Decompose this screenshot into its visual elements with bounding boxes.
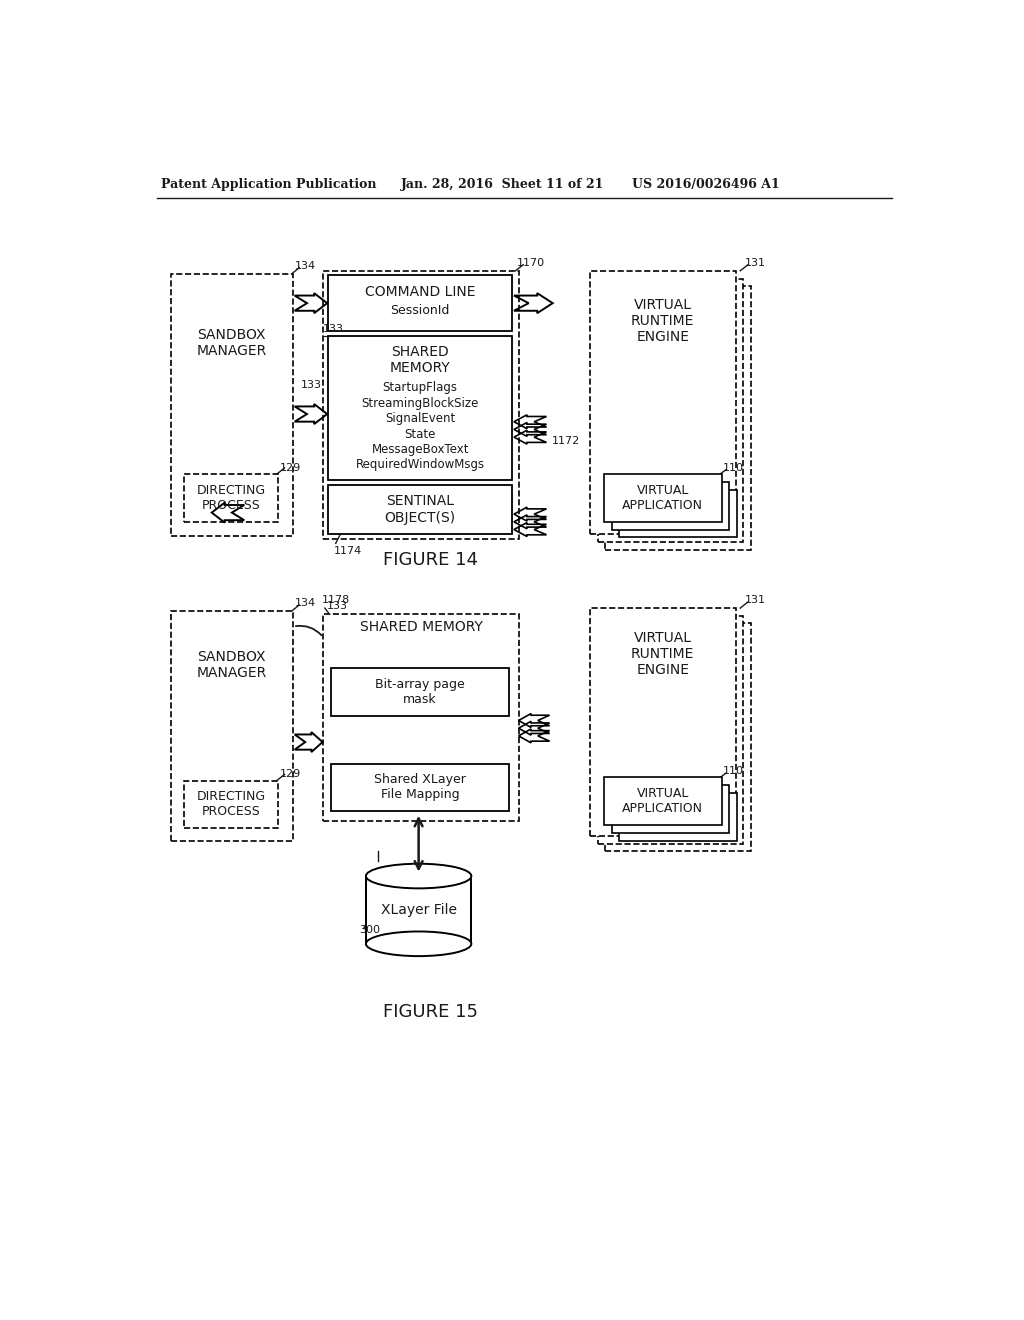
Text: SENTINAL
OBJECT(S): SENTINAL OBJECT(S) — [385, 495, 456, 524]
Text: FIGURE 14: FIGURE 14 — [383, 552, 478, 569]
Text: COMMAND LINE: COMMAND LINE — [365, 285, 475, 300]
Bar — [611, 785, 729, 833]
Bar — [620, 490, 737, 537]
Text: SHARED: SHARED — [391, 346, 450, 359]
Text: 110: 110 — [723, 766, 744, 776]
Bar — [590, 609, 735, 836]
Bar — [171, 611, 293, 841]
Text: Bit-array page
mask: Bit-array page mask — [376, 678, 465, 706]
Text: SessionId: SessionId — [390, 305, 450, 317]
Text: 1174: 1174 — [334, 546, 362, 557]
Bar — [598, 615, 743, 843]
Text: MessageBoxText: MessageBoxText — [372, 444, 469, 455]
Text: VIRTUAL
APPLICATION: VIRTUAL APPLICATION — [623, 484, 703, 512]
Bar — [324, 614, 518, 821]
Bar — [605, 623, 751, 851]
Text: 134: 134 — [295, 261, 315, 271]
Bar — [604, 777, 722, 825]
Text: DIRECTING
PROCESS: DIRECTING PROCESS — [197, 791, 265, 818]
Text: 129: 129 — [280, 770, 301, 779]
Bar — [183, 474, 279, 521]
Text: FIGURE 15: FIGURE 15 — [383, 1003, 478, 1020]
Bar — [183, 780, 279, 829]
Bar — [590, 271, 735, 535]
Text: 129: 129 — [280, 462, 301, 473]
Bar — [604, 474, 722, 521]
Text: Patent Application Publication: Patent Application Publication — [161, 178, 376, 191]
Text: 133: 133 — [327, 601, 347, 611]
Bar — [620, 793, 737, 841]
Bar — [171, 275, 293, 536]
Text: 134: 134 — [295, 598, 315, 609]
Text: DIRECTING
PROCESS: DIRECTING PROCESS — [197, 484, 265, 512]
Text: SignalEvent: SignalEvent — [385, 412, 456, 425]
Bar — [331, 763, 509, 812]
Bar — [366, 876, 471, 944]
Bar — [328, 276, 512, 331]
Text: 133: 133 — [324, 323, 344, 334]
Bar — [605, 286, 751, 549]
Text: 131: 131 — [744, 257, 766, 268]
Text: Shared XLayer
File Mapping: Shared XLayer File Mapping — [374, 774, 466, 801]
Text: VIRTUAL
RUNTIME
ENGINE: VIRTUAL RUNTIME ENGINE — [631, 298, 694, 345]
Text: US 2016/0026496 A1: US 2016/0026496 A1 — [632, 178, 779, 191]
Text: 131: 131 — [744, 595, 766, 605]
Text: Jan. 28, 2016  Sheet 11 of 21: Jan. 28, 2016 Sheet 11 of 21 — [400, 178, 604, 191]
Text: 1172: 1172 — [552, 436, 581, 446]
Text: SANDBOX
MANAGER: SANDBOX MANAGER — [197, 329, 267, 358]
Text: 1178: 1178 — [322, 595, 350, 606]
Text: 300: 300 — [359, 925, 380, 935]
Text: 1170: 1170 — [517, 257, 545, 268]
Text: 133: 133 — [301, 380, 322, 389]
Text: State: State — [404, 428, 436, 441]
Bar — [331, 668, 509, 715]
Ellipse shape — [366, 863, 471, 888]
Text: SHARED MEMORY: SHARED MEMORY — [359, 619, 482, 634]
Text: VIRTUAL
RUNTIME
ENGINE: VIRTUAL RUNTIME ENGINE — [631, 631, 694, 677]
Text: MEMORY: MEMORY — [390, 360, 451, 375]
Bar — [328, 484, 512, 535]
Text: StreamingBlockSize: StreamingBlockSize — [361, 397, 479, 409]
Bar — [611, 482, 729, 529]
Bar — [598, 279, 743, 543]
Text: VIRTUAL
APPLICATION: VIRTUAL APPLICATION — [623, 787, 703, 816]
Bar — [324, 271, 518, 539]
Text: 110: 110 — [723, 462, 744, 473]
Bar — [328, 335, 512, 480]
Text: 1176: 1176 — [378, 867, 406, 876]
Ellipse shape — [366, 932, 471, 956]
Text: StartupFlags: StartupFlags — [383, 381, 458, 395]
Text: SANDBOX
MANAGER: SANDBOX MANAGER — [197, 649, 267, 680]
Text: XLayer File: XLayer File — [381, 903, 457, 917]
Text: RequiredWindowMsgs: RequiredWindowMsgs — [355, 458, 484, 471]
